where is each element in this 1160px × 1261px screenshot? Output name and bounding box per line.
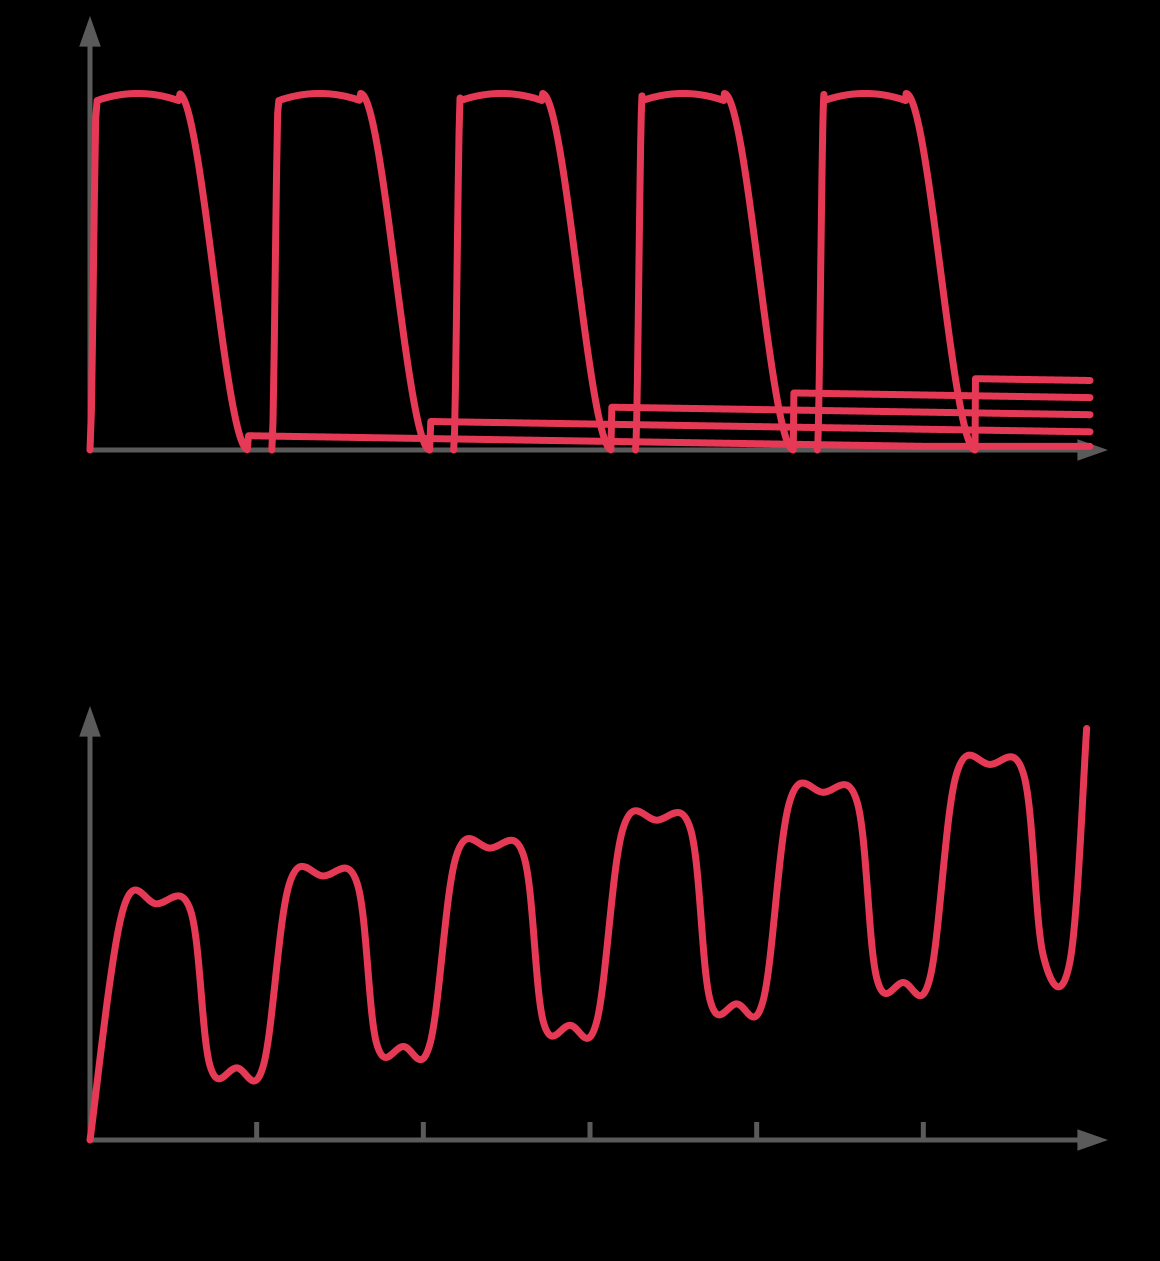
x-axis-arrow <box>1077 1129 1108 1151</box>
spaced-repetition-curve <box>90 728 1087 1140</box>
x-axis-arrow <box>1077 439 1108 461</box>
y-axis-arrow <box>79 706 101 737</box>
y-axis-arrow <box>79 16 101 47</box>
chart-root <box>0 0 1160 1261</box>
top-forgetting-panel <box>79 16 1108 461</box>
bottom-spaced-panel <box>79 706 1108 1151</box>
forgetting-curve-3 <box>635 93 1090 450</box>
